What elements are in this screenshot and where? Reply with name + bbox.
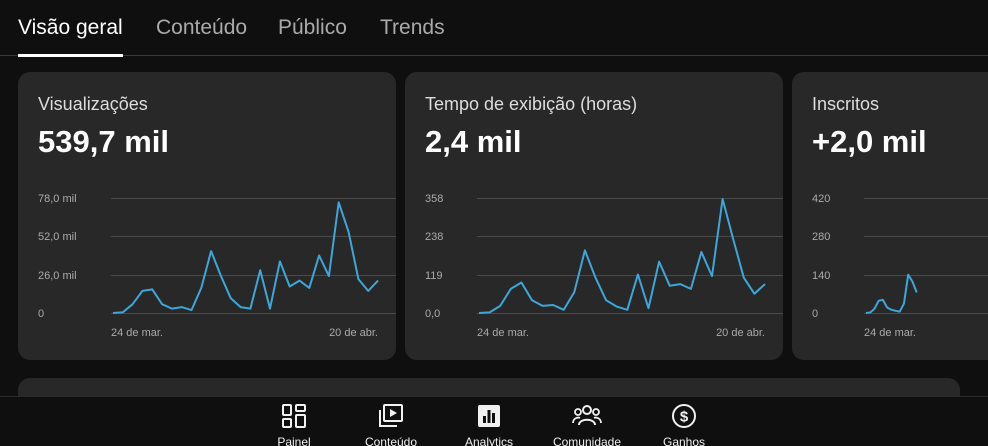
subscribers-card-title: Inscritos (812, 94, 880, 114)
x-tick-label: 24 de mar. (111, 327, 163, 339)
content-icon (379, 404, 403, 427)
subscribers-card[interactable]: Inscritos +2,0 mil 420 280 140 0 24 de mar. (792, 72, 988, 360)
watch-time-card-value: 2,4 mil (425, 124, 522, 159)
y-tick-label: 0,0 (425, 308, 440, 320)
x-tick-label: 24 de mar. (477, 327, 529, 339)
views-card-title: Visualizações (38, 94, 148, 114)
nav-label-analytics: Analytics (464, 435, 514, 446)
tab-overview-label: Visão geral (18, 16, 123, 39)
y-tick-label: 0 (812, 308, 818, 320)
y-tick-label: 280 (812, 231, 830, 243)
y-tick-label: 238 (425, 231, 443, 243)
nav-label-dashboard: Painel (277, 435, 311, 446)
views-card-value: 539,7 mil (38, 124, 169, 159)
tab-overview[interactable]: Visão geral (18, 16, 123, 57)
analytics-icon (478, 405, 500, 427)
watch-time-card-title: Tempo de exibição (horas) (425, 94, 638, 114)
y-tick-label: 358 (425, 193, 443, 205)
tab-audience-label: Público (278, 16, 347, 39)
series-line (112, 201, 379, 314)
subscribers-chart: 420 280 140 0 24 de mar. (812, 193, 988, 339)
views-card[interactable]: Visualizações 539,7 mil 78,0 mil 52,0 mil… (18, 72, 396, 360)
y-tick-label: 119 (425, 270, 443, 282)
nav-item-analytics[interactable]: Analytics (444, 403, 534, 446)
tab-bar: Visão geral Conteúdo Público Trends (0, 0, 988, 57)
nav-label-community: Comunidade (552, 435, 622, 446)
subscribers-card-value: +2,0 mil (812, 124, 927, 159)
y-tick-label: 26,0 mil (38, 270, 77, 282)
nav-item-content[interactable]: Conteúdo (346, 403, 436, 446)
x-tick-label: 24 de mar. (864, 327, 916, 339)
bottom-navigation: Painel Conteúdo Analytics Comunidade (0, 396, 988, 446)
watch-time-chart: 358 238 119 0,0 24 de mar. 20 de abr. (425, 193, 783, 339)
community-icon (572, 405, 602, 426)
y-tick-label: 140 (812, 270, 830, 282)
tab-trends-label: Trends (380, 16, 445, 39)
nav-item-earnings[interactable]: $ Ganhos (639, 403, 729, 446)
x-tick-label: 20 de abr. (716, 327, 765, 339)
nav-item-dashboard[interactable]: Painel (249, 403, 339, 446)
svg-text:$: $ (680, 409, 689, 426)
watch-time-card[interactable]: Tempo de exibição (horas) 2,4 mil 358 238… (405, 72, 783, 360)
tab-content[interactable]: Conteúdo (156, 16, 247, 56)
active-tab-indicator (18, 54, 123, 57)
nav-item-community[interactable]: Comunidade (542, 403, 632, 446)
y-tick-label: 0 (38, 308, 44, 320)
tab-trends[interactable]: Trends (380, 16, 445, 56)
y-tick-label: 420 (812, 193, 830, 205)
nav-label-earnings: Ganhos (662, 435, 706, 446)
tab-audience[interactable]: Público (278, 16, 347, 56)
y-tick-label: 52,0 mil (38, 231, 77, 243)
dashboard-icon (282, 404, 306, 428)
tab-content-label: Conteúdo (156, 16, 248, 39)
x-tick-label: 20 de abr. (329, 327, 378, 339)
y-tick-label: 78,0 mil (38, 193, 77, 205)
series-line (865, 273, 918, 314)
views-chart: 78,0 mil 52,0 mil 26,0 mil 0 24 de mar. 20 de… (38, 193, 396, 339)
nav-label-content: Conteúdo (364, 435, 418, 446)
earnings-icon: $ (672, 404, 696, 428)
series-line (478, 198, 766, 314)
